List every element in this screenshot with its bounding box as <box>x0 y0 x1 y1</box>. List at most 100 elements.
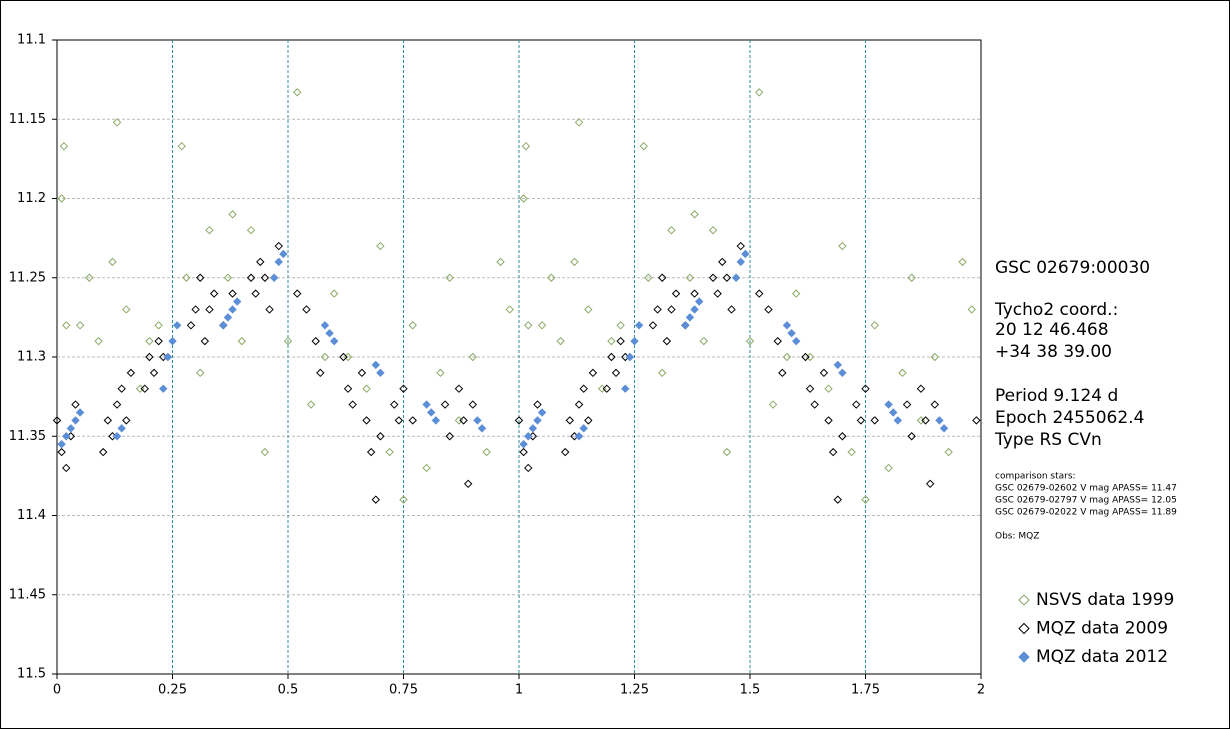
data-point <box>440 400 450 409</box>
x-tick-label: 0.25 <box>158 683 187 698</box>
annotation: +34 38 39.00 <box>995 342 1112 362</box>
data-point <box>958 257 967 267</box>
data-point <box>607 352 616 362</box>
data-point <box>713 289 722 298</box>
data-point <box>390 400 399 409</box>
annotation: Obs: MQZ <box>995 532 1039 542</box>
data-point <box>117 384 126 393</box>
data-point <box>256 257 265 267</box>
data-point <box>907 273 916 282</box>
data-point <box>755 289 764 298</box>
data-point <box>764 305 773 314</box>
data-point <box>71 416 80 425</box>
data-point <box>293 289 302 298</box>
data-point <box>533 400 542 409</box>
data-point <box>436 368 445 378</box>
data-point <box>145 336 154 346</box>
annotation: Tycho2 coord.: <box>994 300 1118 320</box>
data-point <box>251 289 260 298</box>
data-point <box>168 336 177 346</box>
data-point <box>708 225 718 235</box>
data-point <box>473 416 482 425</box>
data-point <box>357 368 367 378</box>
data-point <box>228 305 237 314</box>
data-point <box>930 352 940 362</box>
data-point <box>205 225 214 235</box>
data-point <box>685 313 695 322</box>
data-point <box>149 368 159 378</box>
data-point <box>625 352 635 362</box>
data-point <box>902 400 912 409</box>
data-point <box>329 336 339 346</box>
y-tick-label: 11.2 <box>17 191 46 206</box>
data-point <box>191 305 200 314</box>
data-point <box>782 352 792 362</box>
data-point <box>399 384 408 393</box>
data-point <box>671 289 681 298</box>
data-point <box>967 305 976 314</box>
data-point <box>521 141 531 151</box>
data-point <box>755 88 764 97</box>
data-point <box>177 141 186 151</box>
data-point <box>172 321 182 330</box>
data-point <box>311 336 320 346</box>
data-point <box>445 432 454 441</box>
data-point <box>556 336 565 346</box>
data-point <box>560 447 570 457</box>
data-point <box>366 447 376 457</box>
data-point <box>200 336 210 346</box>
data-point <box>584 416 593 425</box>
data-point <box>219 321 228 330</box>
data-point <box>690 305 699 314</box>
data-point <box>320 321 330 330</box>
data-point <box>459 416 468 425</box>
annotation: GSC 02679-02022 V mag APASS= 11.89 <box>995 508 1177 518</box>
data-point <box>791 289 801 298</box>
data-point <box>833 360 842 370</box>
data-point <box>653 305 662 314</box>
data-point <box>232 297 242 306</box>
data-point <box>870 416 879 425</box>
data-point <box>59 141 69 151</box>
data-point <box>482 447 491 457</box>
data-point <box>662 336 672 346</box>
data-point <box>122 305 131 314</box>
data-point <box>209 289 219 298</box>
data-point <box>62 321 71 330</box>
y-tick-label: 11.35 <box>9 429 46 444</box>
data-point <box>944 447 953 457</box>
data-point <box>690 210 699 219</box>
data-point <box>524 432 533 441</box>
data-point <box>62 463 71 473</box>
legend-marker <box>1018 594 1030 606</box>
y-tick-label: 11.1 <box>17 33 46 48</box>
data-point <box>574 432 584 441</box>
data-point <box>616 321 625 330</box>
data-point <box>283 336 293 346</box>
annotation: Epoch 2455062.4 <box>995 408 1144 428</box>
data-point <box>819 368 829 378</box>
data-point <box>828 447 838 457</box>
data-point <box>833 495 842 504</box>
data-point <box>126 368 136 378</box>
y-tick-label: 11.3 <box>17 350 46 365</box>
data-point <box>588 368 598 378</box>
data-point <box>648 321 658 330</box>
data-point <box>921 416 930 425</box>
data-point <box>362 384 371 393</box>
data-point <box>260 447 270 457</box>
data-point <box>634 321 644 330</box>
data-point <box>103 416 113 425</box>
data-point <box>145 352 154 362</box>
data-point <box>427 408 436 417</box>
data-point <box>274 257 283 267</box>
data-point <box>519 194 528 203</box>
data-point <box>574 118 584 127</box>
legend-marker <box>1018 622 1030 635</box>
data-point <box>925 479 935 489</box>
data-point <box>893 416 903 425</box>
data-point <box>320 352 330 362</box>
x-tick-label: 0.75 <box>389 683 418 698</box>
data-point <box>112 400 122 409</box>
